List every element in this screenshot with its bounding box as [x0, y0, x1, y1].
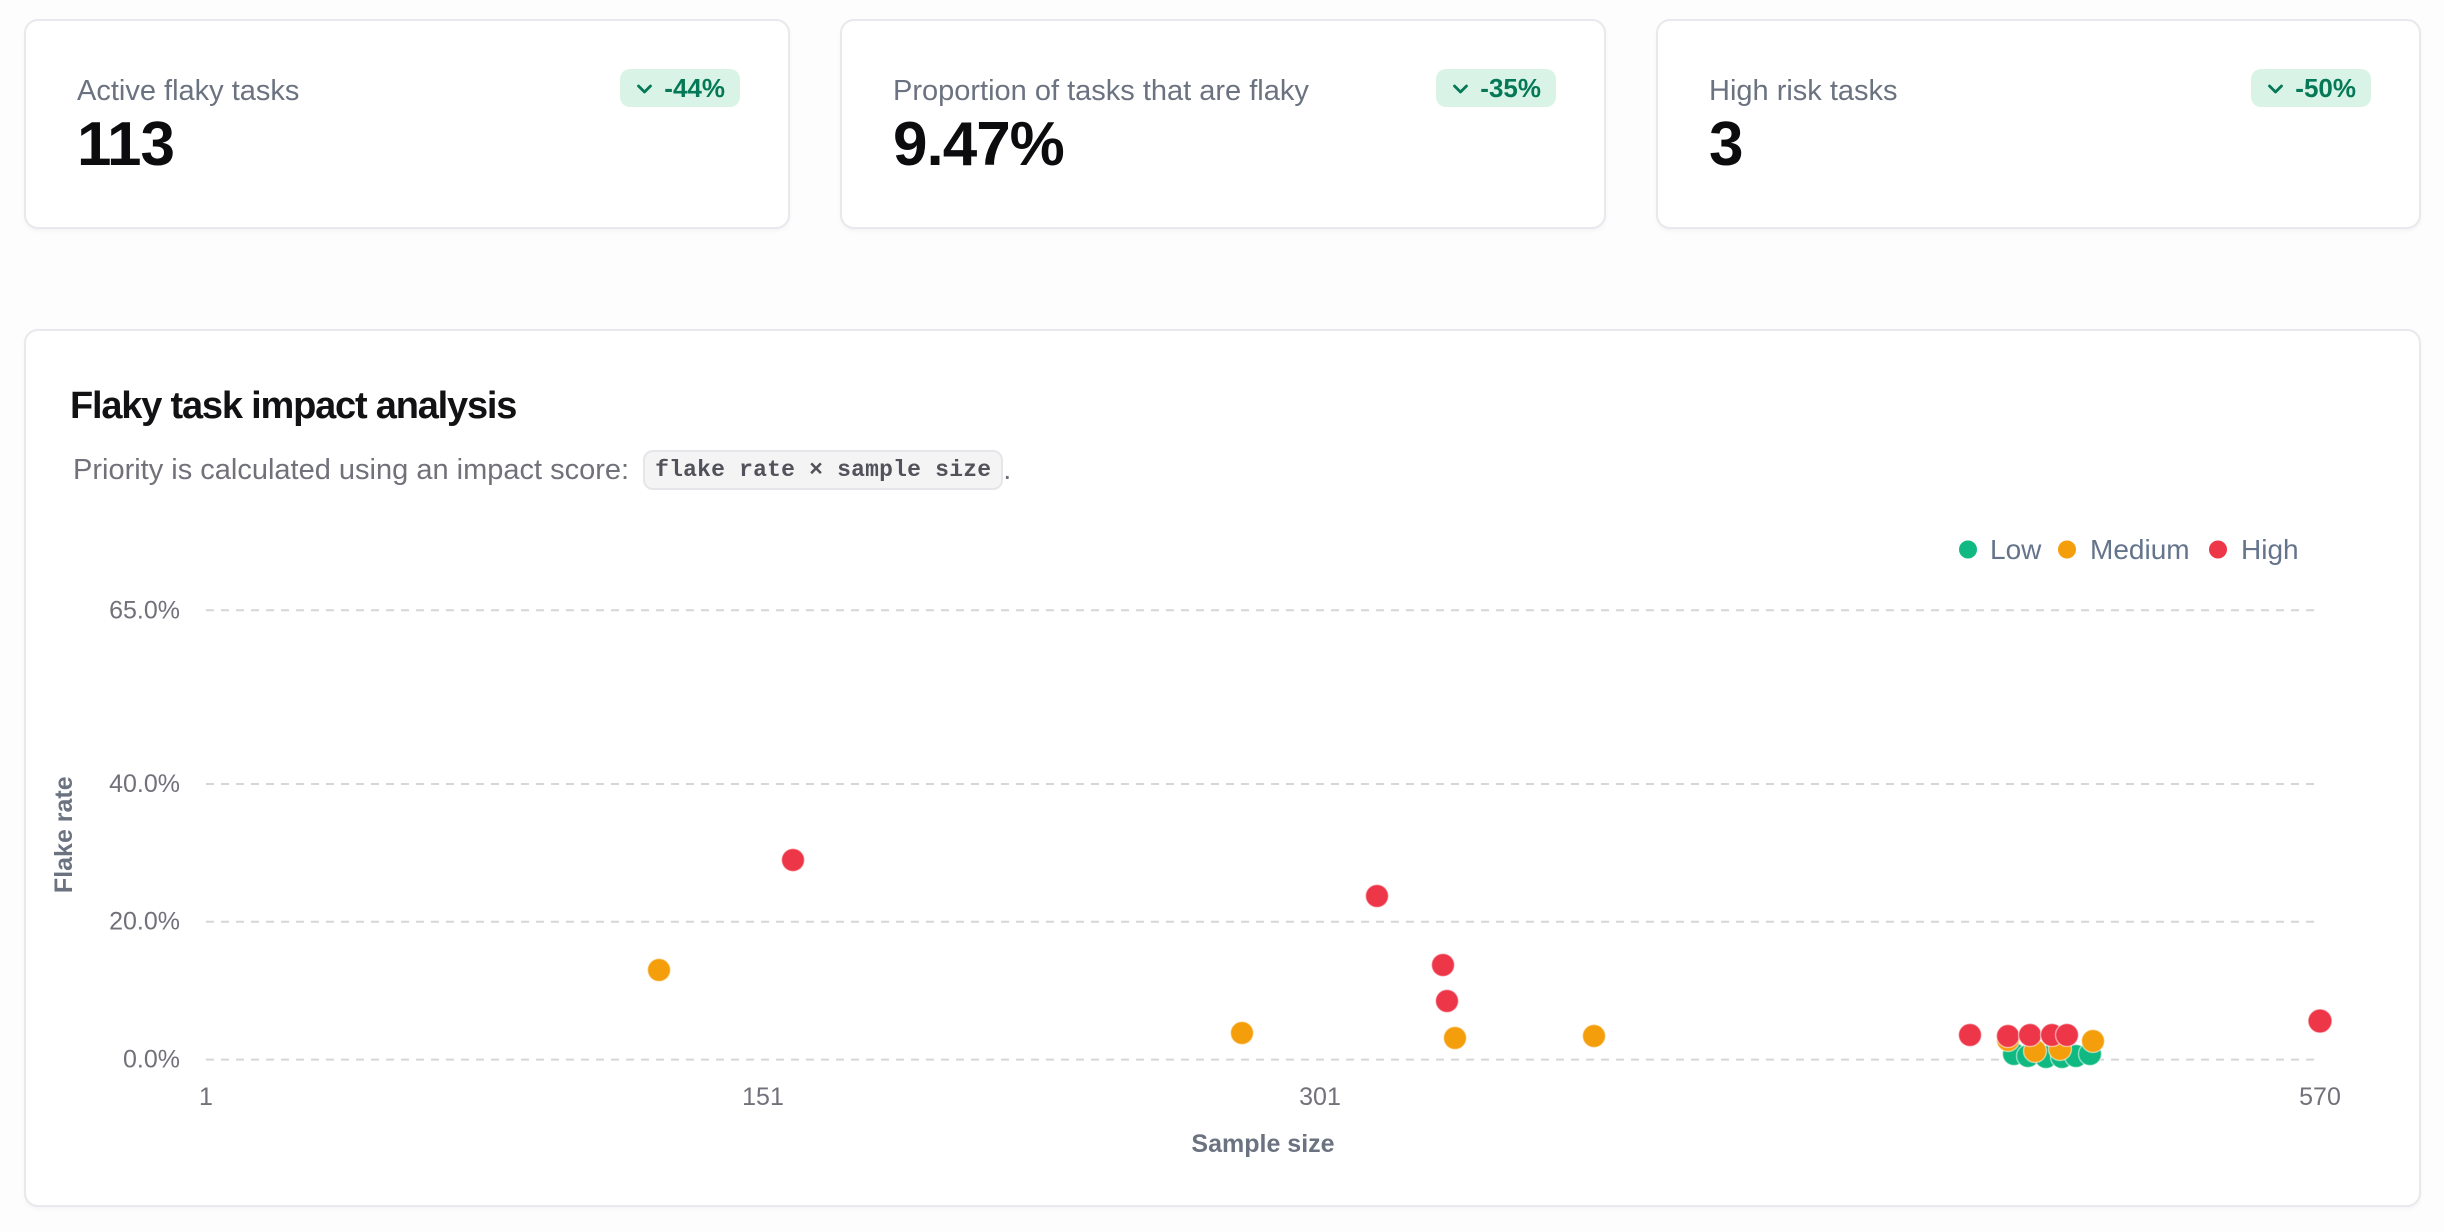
- svg-text:Low: Low: [1990, 534, 2042, 565]
- svg-text:570: 570: [2299, 1083, 2341, 1111]
- svg-text:20.0%: 20.0%: [109, 908, 180, 936]
- svg-text:1: 1: [199, 1083, 213, 1111]
- svg-text:65.0%: 65.0%: [109, 596, 180, 624]
- svg-text:High: High: [2241, 534, 2299, 565]
- svg-text:Flake rate: Flake rate: [50, 776, 78, 893]
- svg-text:40.0%: 40.0%: [109, 770, 180, 798]
- svg-text:0.0%: 0.0%: [123, 1046, 180, 1074]
- svg-text:Medium: Medium: [2090, 534, 2190, 565]
- svg-text:Sample size: Sample size: [1191, 1130, 1334, 1158]
- svg-text:151: 151: [742, 1083, 784, 1111]
- svg-text:301: 301: [1299, 1083, 1341, 1111]
